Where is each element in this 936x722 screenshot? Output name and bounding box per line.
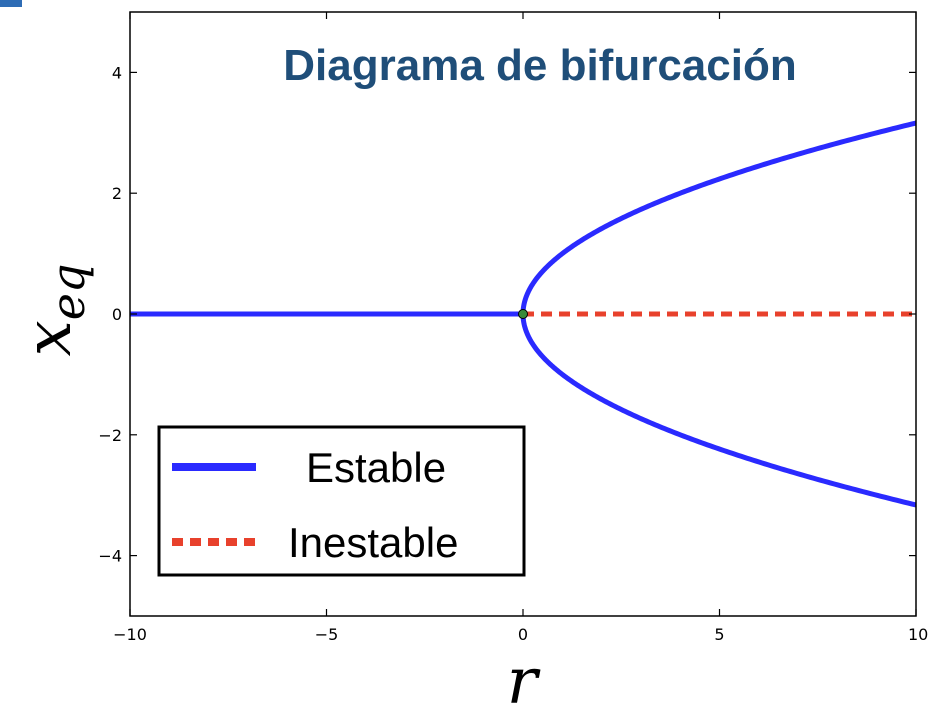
- y-axis-label: xeq: [12, 264, 95, 357]
- x-tick-label: −5: [315, 625, 339, 644]
- x-tick-label: 0: [518, 625, 528, 644]
- x-tick-label: 10: [908, 625, 928, 644]
- series-estable-line-2: [520, 312, 916, 508]
- bifurcation-point: [518, 309, 528, 319]
- legend: Estable Inestable: [157, 425, 526, 577]
- series-layer: [130, 120, 916, 508]
- chart-title: Diagrama de bifurcación: [283, 41, 796, 90]
- series-estable-line-1: [520, 120, 916, 316]
- corner-accent-mark: [0, 0, 22, 7]
- legend-label-inestable: Inestable: [288, 519, 458, 566]
- legend-box: [157, 425, 526, 577]
- y-tick-label: 2: [112, 184, 122, 203]
- y-axis-label-sub: eq: [41, 264, 95, 321]
- legend-label-estable: Estable: [306, 444, 446, 491]
- y-tick-label: −4: [98, 547, 122, 566]
- y-tick-label: 0: [112, 305, 122, 324]
- x-tick-label: 5: [714, 625, 724, 644]
- y-axis-label-main: x: [12, 320, 86, 356]
- x-axis-label: r: [507, 645, 541, 719]
- y-tick-label: −2: [98, 426, 122, 445]
- x-tick-label: −10: [113, 625, 147, 644]
- ticks-layer: −10 −5 0 5 10 −4 −2 0 2 4: [98, 12, 928, 644]
- y-tick-label: 4: [112, 63, 122, 82]
